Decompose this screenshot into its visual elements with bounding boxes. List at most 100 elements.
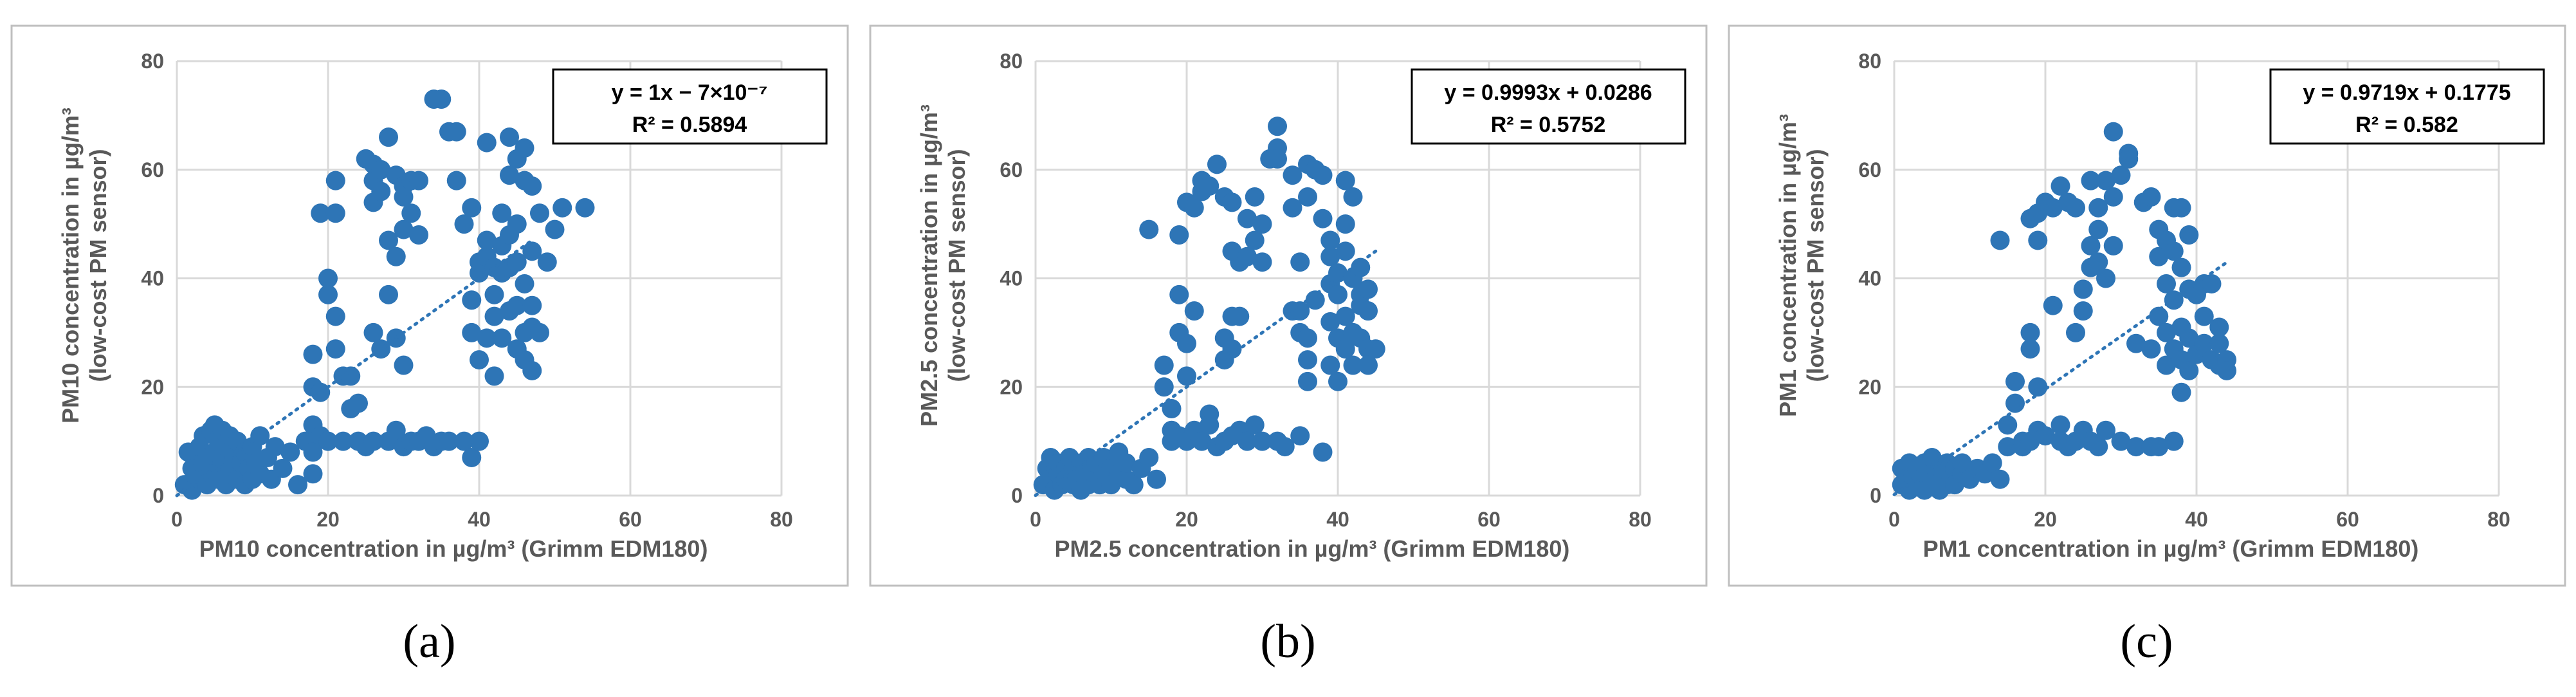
data-point <box>1275 437 1295 457</box>
data-point <box>500 165 519 185</box>
data-point <box>1343 355 1363 375</box>
x-tick-label: 80 <box>2487 508 2510 531</box>
data-point <box>2096 268 2115 288</box>
data-point <box>1139 219 1159 239</box>
equation-box <box>1411 68 1686 145</box>
data-point <box>492 328 512 348</box>
data-point <box>379 230 398 250</box>
equation-text: y = 1x − 7×10⁻⁷ <box>612 80 768 105</box>
data-point <box>2164 431 2184 451</box>
scatter-chart-a: 0 20 40 60 80 0 20 40 60 80 y = 1x − 7×10⁻⁷ R² = 0.… <box>10 24 849 587</box>
y-tick-label: 80 <box>1858 50 1881 73</box>
x-tick-label: 40 <box>2185 508 2208 531</box>
data-point <box>2171 382 2191 402</box>
data-point <box>2157 322 2176 342</box>
equation-box <box>552 68 828 145</box>
data-point <box>2073 279 2093 299</box>
equation-box <box>2269 68 2545 145</box>
data-point <box>2020 322 2040 342</box>
data-point <box>2179 328 2199 348</box>
y-tick-label: 40 <box>1000 267 1023 290</box>
data-point <box>318 431 338 451</box>
data-point <box>2066 198 2085 218</box>
data-point <box>371 339 391 359</box>
data-point <box>325 171 345 191</box>
y-tick-label: 40 <box>1858 267 1881 290</box>
data-point <box>1298 328 1317 348</box>
data-point <box>1335 241 1355 261</box>
data-point <box>288 475 307 495</box>
data-point <box>303 464 323 484</box>
chart-panel-a: 0 20 40 60 80 0 20 40 60 80 y = 1x − 7×10⁻⁷ R² = 0.… <box>0 0 859 697</box>
data-point <box>1184 198 1204 218</box>
equation-text: y = 0.9993x + 0.0286 <box>1444 80 1652 105</box>
data-point <box>1162 399 1182 418</box>
data-point <box>409 171 428 191</box>
r2-text: R² = 0.582 <box>2355 113 2458 137</box>
data-point <box>1139 447 1159 467</box>
trendline <box>1892 261 2229 497</box>
data-point <box>2028 230 2048 250</box>
data-point <box>1305 290 1325 310</box>
data-point <box>2005 393 2025 413</box>
data-point <box>2149 437 2169 457</box>
y-tick-label: 20 <box>141 375 164 398</box>
data-point <box>2126 333 2146 353</box>
data-point <box>379 127 398 147</box>
data-point <box>2096 420 2115 440</box>
data-point <box>409 225 428 245</box>
data-point <box>2043 295 2063 315</box>
data-point <box>333 431 353 451</box>
data-point <box>1222 339 1242 359</box>
data-point <box>2081 236 2101 256</box>
data-point <box>522 241 542 261</box>
data-point <box>2028 377 2048 397</box>
data-point <box>446 171 466 191</box>
data-point <box>349 393 368 413</box>
data-point <box>1200 176 1219 196</box>
data-point <box>2217 360 2236 380</box>
x-tick-label: 0 <box>171 508 183 531</box>
data-point <box>311 203 331 223</box>
x-tick-label: 40 <box>468 508 491 531</box>
data-point <box>1313 209 1333 228</box>
data-point <box>2103 187 2123 207</box>
data-point <box>537 252 557 272</box>
data-point <box>1252 214 1272 234</box>
r2-text: R² = 0.5894 <box>632 113 747 137</box>
data-point <box>2157 355 2176 375</box>
chart-panel-b: 0 20 40 60 80 0 20 40 60 80 y = 0.9993x + 0.0286 R²… <box>859 0 1717 697</box>
y-tick-label: 60 <box>1858 158 1881 181</box>
data-point <box>2051 415 2070 435</box>
data-point <box>273 458 293 478</box>
data-point <box>477 230 497 250</box>
y-axis-title-line2: (low-cost PM sensor) <box>85 149 111 382</box>
data-point <box>1290 252 1310 272</box>
data-point <box>2149 246 2169 266</box>
data-point <box>500 127 519 147</box>
data-point <box>439 431 459 451</box>
data-point <box>2103 236 2123 256</box>
data-point <box>522 295 542 315</box>
data-point <box>2088 437 2108 457</box>
panel-label-b: (b) <box>1260 615 1316 668</box>
y-axis-title-line2: (low-cost PM sensor) <box>1802 149 1829 382</box>
data-point <box>1298 187 1317 207</box>
data-point <box>1335 171 1355 191</box>
data-point <box>492 203 512 223</box>
data-point <box>1982 453 2002 473</box>
data-point <box>1366 339 1385 359</box>
data-point <box>1169 225 1189 245</box>
data-point <box>477 328 497 348</box>
data-point <box>2043 198 2063 218</box>
data-point <box>1952 453 1972 473</box>
data-point <box>325 203 345 223</box>
y-axis-title-line2: (low-cost PM sensor) <box>944 149 970 382</box>
data-point <box>401 203 421 223</box>
data-point <box>2073 301 2093 321</box>
data-point <box>1169 284 1189 304</box>
data-point <box>2066 322 2085 342</box>
x-axis-title: PM10 concentration in µg/m³ (Grimm EDM18… <box>199 535 708 562</box>
data-point <box>1268 149 1287 169</box>
y-tick-label: 80 <box>1000 50 1023 73</box>
